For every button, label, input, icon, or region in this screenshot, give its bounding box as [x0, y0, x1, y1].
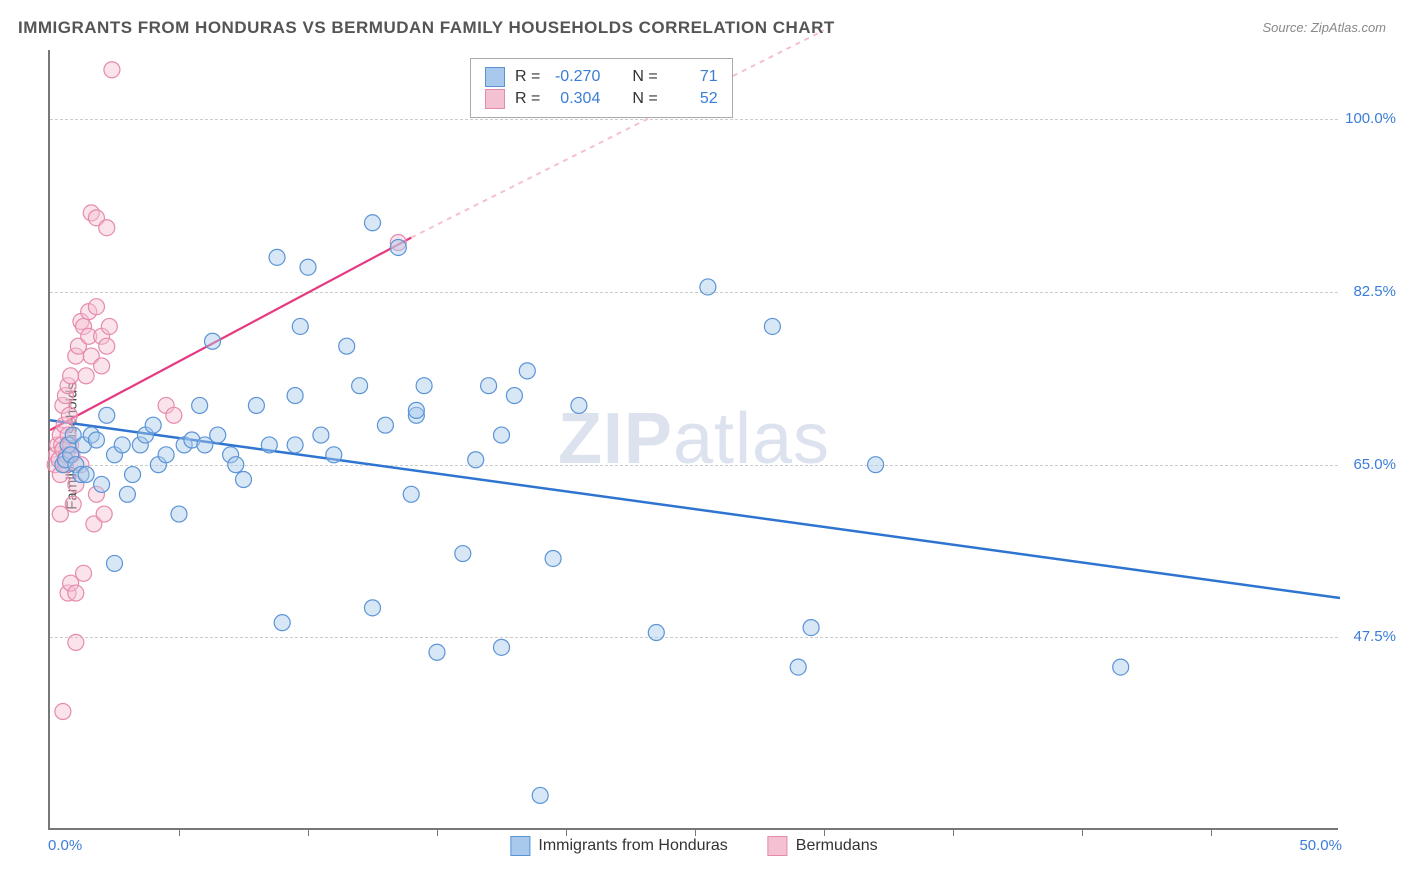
- scatter-point: [192, 397, 208, 413]
- scatter-point: [55, 704, 71, 720]
- source-attribution: Source: ZipAtlas.com: [1262, 20, 1386, 35]
- stats-row-bermudans: R = 0.304 N = 52: [485, 89, 718, 109]
- y-tick-label: 65.0%: [1342, 456, 1396, 473]
- swatch-bermudans: [485, 89, 505, 109]
- scatter-point: [700, 279, 716, 295]
- swatch-honduras: [485, 67, 505, 87]
- chart-title: IMMIGRANTS FROM HONDURAS VS BERMUDAN FAM…: [18, 18, 835, 38]
- scatter-point: [228, 457, 244, 473]
- scatter-point: [481, 378, 497, 394]
- y-tick-label: 100.0%: [1342, 110, 1396, 127]
- stat-n-value-honduras: 71: [668, 68, 718, 86]
- scatter-point: [236, 471, 252, 487]
- stat-r-label: R =: [515, 68, 540, 86]
- scatter-point: [292, 318, 308, 334]
- scatter-point: [494, 427, 510, 443]
- scatter-point: [300, 259, 316, 275]
- scatter-point: [114, 437, 130, 453]
- scatter-point: [455, 546, 471, 562]
- scatter-point: [1113, 659, 1129, 675]
- legend-label-honduras: Immigrants from Honduras: [538, 837, 727, 855]
- scatter-svg: [50, 50, 1340, 830]
- y-tick-label: 47.5%: [1342, 628, 1396, 645]
- legend-item-honduras: Immigrants from Honduras: [510, 836, 727, 856]
- scatter-point: [119, 486, 135, 502]
- scatter-point: [88, 299, 104, 315]
- plot-area: ZIPatlas 100.0% 82.5% 65.0% 47.5% 0.0% 5…: [48, 50, 1338, 830]
- scatter-point: [365, 215, 381, 231]
- bottom-legend: Immigrants from Honduras Bermudans: [510, 836, 877, 856]
- scatter-point: [99, 407, 115, 423]
- y-tick-label: 82.5%: [1342, 283, 1396, 300]
- scatter-point: [494, 639, 510, 655]
- scatter-point: [545, 550, 561, 566]
- x-tick-label: 50.0%: [1299, 837, 1342, 854]
- scatter-point: [210, 427, 226, 443]
- stat-r-value-bermudans: 0.304: [550, 90, 600, 108]
- scatter-point: [63, 368, 79, 384]
- scatter-point: [99, 220, 115, 236]
- scatter-point: [145, 417, 161, 433]
- scatter-point: [287, 437, 303, 453]
- scatter-point: [506, 388, 522, 404]
- scatter-point: [416, 378, 432, 394]
- scatter-point: [125, 467, 141, 483]
- scatter-point: [101, 318, 117, 334]
- scatter-point: [158, 447, 174, 463]
- scatter-point: [390, 239, 406, 255]
- stat-r-value-honduras: -0.270: [550, 68, 600, 86]
- scatter-point: [532, 787, 548, 803]
- scatter-point: [96, 506, 112, 522]
- legend-label-bermudans: Bermudans: [796, 837, 878, 855]
- swatch-honduras: [510, 836, 530, 856]
- scatter-point: [94, 358, 110, 374]
- stat-r-label: R =: [515, 90, 540, 108]
- scatter-point: [468, 452, 484, 468]
- scatter-point: [377, 417, 393, 433]
- scatter-point: [88, 432, 104, 448]
- scatter-point: [764, 318, 780, 334]
- scatter-point: [326, 447, 342, 463]
- scatter-point: [261, 437, 277, 453]
- swatch-bermudans: [768, 836, 788, 856]
- x-tick-label: 0.0%: [48, 837, 82, 854]
- stat-n-label: N =: [632, 90, 657, 108]
- scatter-point: [287, 388, 303, 404]
- stat-n-label: N =: [632, 68, 657, 86]
- scatter-point: [94, 476, 110, 492]
- scatter-point: [52, 506, 68, 522]
- scatter-point: [339, 338, 355, 354]
- scatter-point: [248, 397, 264, 413]
- scatter-point: [790, 659, 806, 675]
- scatter-point: [352, 378, 368, 394]
- scatter-point: [429, 644, 445, 660]
- scatter-point: [648, 625, 664, 641]
- scatter-point: [107, 555, 123, 571]
- scatter-point: [78, 368, 94, 384]
- scatter-point: [408, 402, 424, 418]
- scatter-point: [868, 457, 884, 473]
- scatter-point: [99, 338, 115, 354]
- scatter-point: [205, 333, 221, 349]
- scatter-point: [365, 600, 381, 616]
- scatter-point: [76, 565, 92, 581]
- scatter-point: [78, 467, 94, 483]
- scatter-point: [171, 506, 187, 522]
- scatter-point: [571, 397, 587, 413]
- scatter-point: [166, 407, 182, 423]
- scatter-point: [61, 407, 77, 423]
- scatter-point: [269, 249, 285, 265]
- scatter-point: [274, 615, 290, 631]
- correlation-stats-box: R = -0.270 N = 71 R = 0.304 N = 52: [470, 58, 733, 118]
- scatter-point: [68, 585, 84, 601]
- stat-n-value-bermudans: 52: [668, 90, 718, 108]
- scatter-point: [403, 486, 419, 502]
- stats-row-honduras: R = -0.270 N = 71: [485, 67, 718, 87]
- scatter-point: [519, 363, 535, 379]
- scatter-point: [313, 427, 329, 443]
- legend-item-bermudans: Bermudans: [768, 836, 878, 856]
- scatter-point: [68, 634, 84, 650]
- scatter-point: [803, 620, 819, 636]
- scatter-point: [104, 62, 120, 78]
